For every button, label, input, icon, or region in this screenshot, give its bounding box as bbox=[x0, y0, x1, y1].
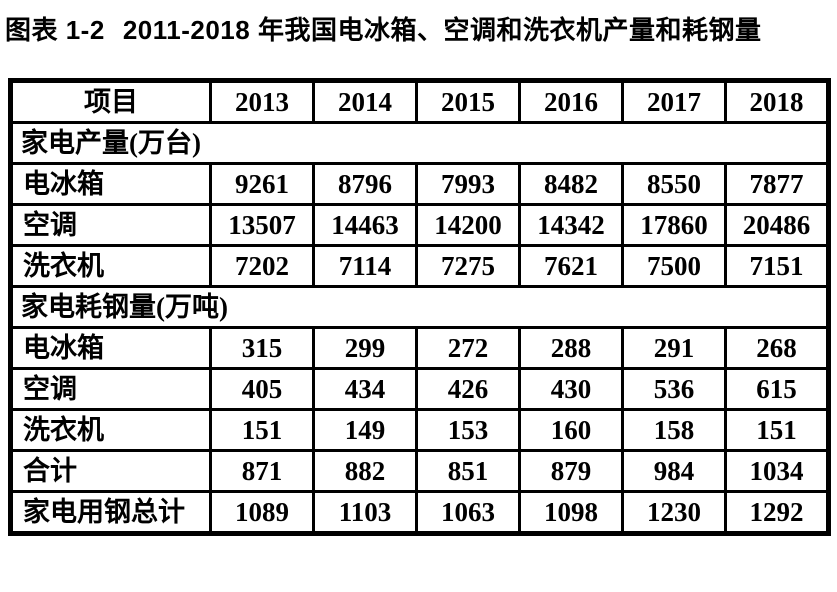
section-header-steel: 家电耗钢量(万吨) bbox=[9, 285, 830, 329]
cell-value: 151 bbox=[209, 408, 315, 452]
cell-value: 7877 bbox=[724, 162, 830, 206]
section-header-production: 家电产量(万台) bbox=[9, 121, 830, 165]
cell-value: 7500 bbox=[621, 244, 727, 288]
cell-value: 272 bbox=[415, 326, 521, 370]
cell-value: 7993 bbox=[415, 162, 521, 206]
table-row: 空调 13507 14463 14200 14342 17860 20486 bbox=[9, 203, 830, 247]
cell-value: 879 bbox=[518, 449, 624, 493]
cell-value: 8796 bbox=[312, 162, 418, 206]
column-header-year: 2016 bbox=[518, 79, 624, 124]
cell-value: 1230 bbox=[621, 490, 727, 535]
cell-value: 426 bbox=[415, 367, 521, 411]
cell-value: 160 bbox=[518, 408, 624, 452]
cell-value: 17860 bbox=[621, 203, 727, 247]
table-row: 电冰箱 9261 8796 7993 8482 8550 7877 bbox=[9, 162, 830, 206]
cell-value: 1034 bbox=[724, 449, 830, 493]
cell-value: 14342 bbox=[518, 203, 624, 247]
cell-value: 9261 bbox=[209, 162, 315, 206]
table-row: 家电用钢总计 1089 1103 1063 1098 1230 1292 bbox=[9, 490, 830, 535]
cell-value: 615 bbox=[724, 367, 830, 411]
cell-value: 158 bbox=[621, 408, 727, 452]
section-header-row: 家电产量(万台) bbox=[9, 121, 830, 165]
table-row: 洗衣机 151 149 153 160 158 151 bbox=[9, 408, 830, 452]
row-label: 家电用钢总计 bbox=[9, 490, 212, 535]
table-row: 电冰箱 315 299 272 288 291 268 bbox=[9, 326, 830, 370]
row-label: 洗衣机 bbox=[9, 408, 212, 452]
cell-value: 434 bbox=[312, 367, 418, 411]
cell-value: 299 bbox=[312, 326, 418, 370]
cell-value: 14463 bbox=[312, 203, 418, 247]
column-header-year: 2014 bbox=[312, 79, 418, 124]
column-header-year: 2017 bbox=[621, 79, 727, 124]
cell-value: 1089 bbox=[209, 490, 315, 535]
row-label: 空调 bbox=[9, 203, 212, 247]
cell-value: 288 bbox=[518, 326, 624, 370]
cell-value: 430 bbox=[518, 367, 624, 411]
cell-value: 8550 bbox=[621, 162, 727, 206]
cell-value: 291 bbox=[621, 326, 727, 370]
cell-value: 153 bbox=[415, 408, 521, 452]
cell-value: 882 bbox=[312, 449, 418, 493]
row-label: 洗衣机 bbox=[9, 244, 212, 288]
cell-value: 405 bbox=[209, 367, 315, 411]
cell-value: 151 bbox=[724, 408, 830, 452]
column-header-year: 2018 bbox=[724, 79, 830, 124]
cell-value: 1292 bbox=[724, 490, 830, 535]
cell-value: 851 bbox=[415, 449, 521, 493]
cell-value: 7151 bbox=[724, 244, 830, 288]
cell-value: 7114 bbox=[312, 244, 418, 288]
cell-value: 13507 bbox=[209, 203, 315, 247]
figure-title: 图表 1-2 2011-2018 年我国电冰箱、空调和洗衣机产量和耗钢量 bbox=[5, 10, 761, 47]
header-row: 项目 2013 2014 2015 2016 2017 2018 bbox=[9, 79, 830, 124]
cell-value: 1103 bbox=[312, 490, 418, 535]
cell-value: 268 bbox=[724, 326, 830, 370]
cell-value: 7202 bbox=[209, 244, 315, 288]
cell-value: 7621 bbox=[518, 244, 624, 288]
cell-value: 1063 bbox=[415, 490, 521, 535]
cell-value: 20486 bbox=[724, 203, 830, 247]
cell-value: 984 bbox=[621, 449, 727, 493]
row-label: 合计 bbox=[9, 449, 212, 493]
table-row: 空调 405 434 426 430 536 615 bbox=[9, 367, 830, 411]
row-label: 空调 bbox=[9, 367, 212, 411]
cell-value: 149 bbox=[312, 408, 418, 452]
cell-value: 1098 bbox=[518, 490, 624, 535]
figure-number: 图表 1-2 bbox=[5, 15, 105, 45]
figure-title-text: 2011-2018 年我国电冰箱、空调和洗衣机产量和耗钢量 bbox=[122, 15, 762, 45]
cell-value: 315 bbox=[209, 326, 315, 370]
row-label: 电冰箱 bbox=[9, 162, 212, 206]
row-label: 电冰箱 bbox=[9, 326, 212, 370]
column-header-item: 项目 bbox=[9, 79, 212, 124]
cell-value: 7275 bbox=[415, 244, 521, 288]
cell-value: 14200 bbox=[415, 203, 521, 247]
column-header-year: 2013 bbox=[209, 79, 315, 124]
table-row: 洗衣机 7202 7114 7275 7621 7500 7151 bbox=[9, 244, 830, 288]
column-header-year: 2015 bbox=[415, 79, 521, 124]
cell-value: 8482 bbox=[518, 162, 624, 206]
table-row: 合计 871 882 851 879 984 1034 bbox=[9, 449, 830, 493]
cell-value: 536 bbox=[621, 367, 727, 411]
section-header-row: 家电耗钢量(万吨) bbox=[9, 285, 830, 329]
data-table: 项目 2013 2014 2015 2016 2017 2018 家电产量(万台… bbox=[8, 78, 831, 536]
cell-value: 871 bbox=[209, 449, 315, 493]
